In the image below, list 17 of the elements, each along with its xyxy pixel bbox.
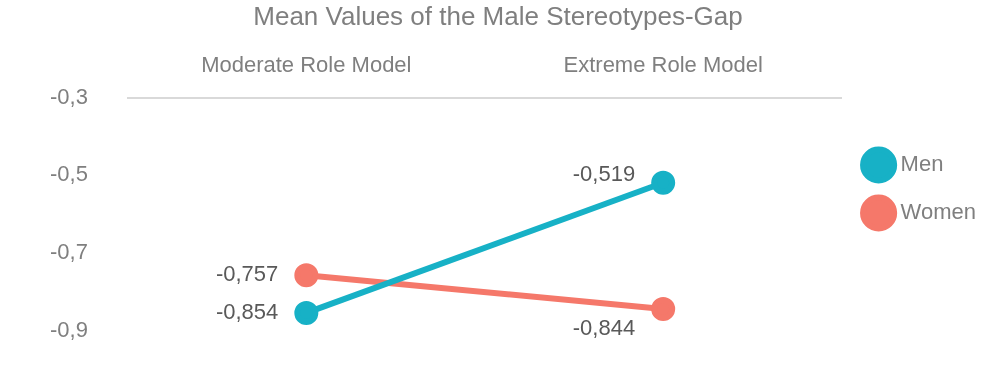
y-tick-label: -0,3 [49,83,88,109]
y-tick-label: -0,5 [49,161,88,187]
data-label: -0,854 [215,298,279,324]
legend-label: Men [900,151,944,177]
legend-label: Women [900,199,977,225]
chart-title: Mean Values of the Male Stereotypes-Gap [253,0,743,31]
x-tick-label: Extreme Role Model [563,52,763,78]
data-label: -0,519 [572,160,636,186]
point [651,297,676,322]
point [294,300,319,325]
data-label: -0,757 [215,261,279,287]
y-tick-label: -0,7 [49,239,88,265]
point [294,263,319,288]
data-label: -0,844 [572,315,636,341]
y-tick-label: -0,9 [49,316,88,342]
point [651,170,676,195]
x-tick-label: Moderate Role Model [201,52,412,78]
